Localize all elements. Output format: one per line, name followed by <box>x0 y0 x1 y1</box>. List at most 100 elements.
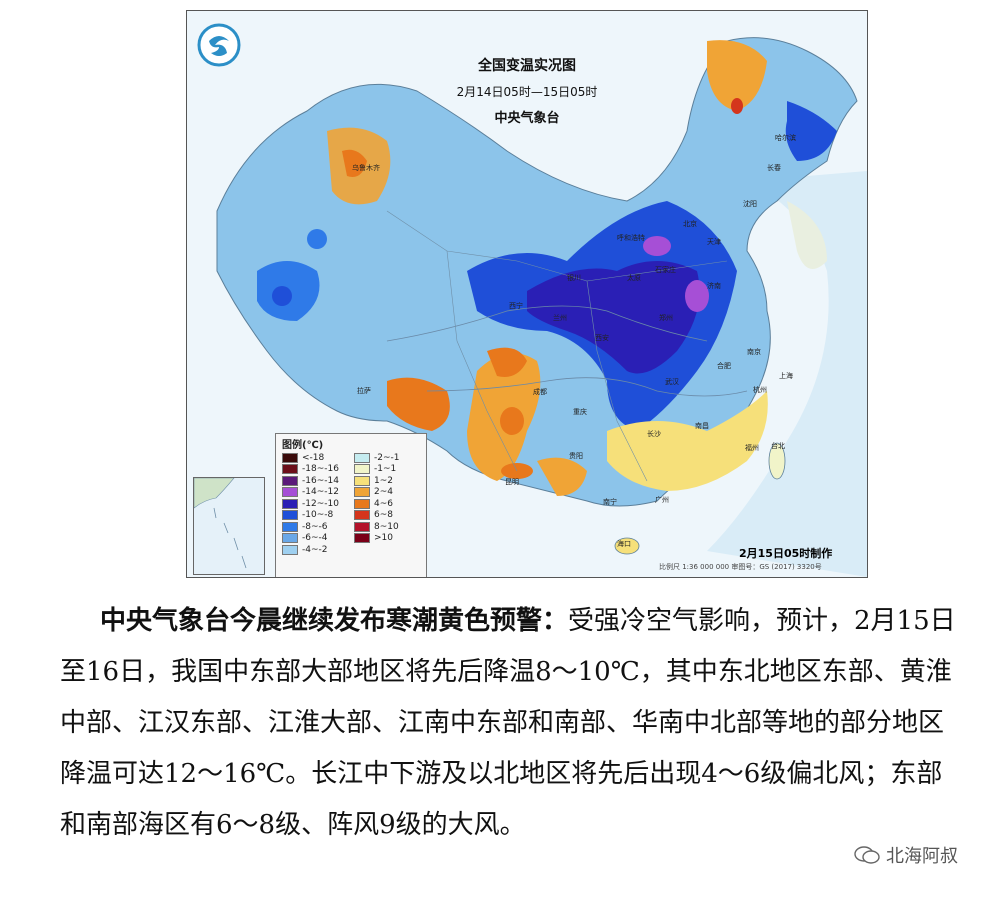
city-label: 拉萨 <box>357 387 371 395</box>
legend-item: -12~-10 <box>282 498 339 510</box>
legend-swatch <box>282 521 298 532</box>
map-issuer: 中央气象台 <box>494 111 560 126</box>
legend-label: 6~8 <box>374 510 393 521</box>
city-label: 沈阳 <box>743 200 757 208</box>
article-body: 受强冷空气影响，预计，2月15日至16日，我国中东部大部地区将先后降温8～10℃… <box>60 606 956 840</box>
temperature-change-map: 全国变温实况图 2月14日05时—15日05时 中央气象台 乌鲁木齐 拉萨 西宁… <box>186 10 868 578</box>
city-label: 天津 <box>707 238 721 246</box>
legend-label: -12~-10 <box>302 498 339 509</box>
wechat-icon <box>854 846 880 864</box>
city-label: 海口 <box>617 540 631 548</box>
legend-swatch <box>282 464 298 475</box>
map-timestamp: 2月15日05时制作 <box>739 547 833 560</box>
city-label: 石家庄 <box>655 266 676 274</box>
city-label: 太原 <box>627 274 641 282</box>
warning-article: 中央气象台今晨继续发布寒潮黄色预警：受强冷空气影响，预计，2月15日至16日，我… <box>60 596 960 851</box>
legend-label: -8~-6 <box>302 521 328 532</box>
legend-swatch <box>354 464 370 475</box>
city-label: 北京 <box>683 220 697 228</box>
city-label: 郑州 <box>659 314 673 322</box>
map-legend: 图例(℃) <-18 -18~-16 -16~-14 -14~-12 -12~-… <box>275 433 427 577</box>
city-label: 济南 <box>707 282 721 290</box>
legend-item: 6~8 <box>354 510 400 522</box>
legend-label: 1~2 <box>374 475 393 486</box>
legend-item: -18~-16 <box>282 464 339 476</box>
legend-item: -1~1 <box>354 464 400 476</box>
legend-column: -2~-1 -1~1 1~2 2~4 4~6 6~8 8~10 >10 <box>354 452 400 544</box>
legend-item: 1~2 <box>354 475 400 487</box>
city-label: 南宁 <box>603 498 617 506</box>
legend-label: 4~6 <box>374 498 393 509</box>
legend-swatch <box>354 452 370 463</box>
city-label: 南昌 <box>695 422 709 430</box>
city-label: 上海 <box>779 372 793 380</box>
legend-item: 2~4 <box>354 487 400 499</box>
watermark-text: 北海阿叔 <box>886 846 958 867</box>
legend-item: -4~-2 <box>282 544 339 556</box>
legend-label: -2~-1 <box>374 452 400 463</box>
city-label: 长沙 <box>647 430 661 438</box>
legend-label: -10~-8 <box>302 510 334 521</box>
city-label: 兰州 <box>553 314 567 322</box>
legend-swatch <box>354 533 370 544</box>
article-headline: 中央气象台今晨继续发布寒潮黄色预警： <box>100 606 569 636</box>
city-label: 南京 <box>747 348 761 356</box>
legend-item: -2~-1 <box>354 452 400 464</box>
legend-swatch <box>354 498 370 509</box>
legend-item: -10~-8 <box>282 510 339 522</box>
legend-label: >10 <box>374 533 393 544</box>
legend-item: -14~-12 <box>282 487 339 499</box>
city-label: 昆明 <box>505 478 519 486</box>
legend-swatch <box>282 487 298 498</box>
legend-item: >10 <box>354 533 400 545</box>
map-title: 全国变温实况图 <box>478 58 576 74</box>
legend-swatch <box>282 544 298 555</box>
legend-swatch <box>354 475 370 486</box>
legend-label: -14~-12 <box>302 487 339 498</box>
legend-title: 图例(℃) <box>282 440 324 451</box>
city-label: 哈尔滨 <box>775 134 796 142</box>
legend-column: <-18 -18~-16 -16~-14 -14~-12 -12~-10 -10… <box>282 452 339 556</box>
legend-swatch <box>282 510 298 521</box>
china-map-graphic <box>187 11 867 577</box>
legend-swatch <box>282 498 298 509</box>
legend-swatch <box>282 452 298 463</box>
legend-item: -16~-14 <box>282 475 339 487</box>
watermark: 北海阿叔 <box>854 842 958 868</box>
legend-label: -6~-4 <box>302 533 328 544</box>
legend-label: <-18 <box>302 452 325 463</box>
legend-swatch <box>282 475 298 486</box>
city-label: 长春 <box>767 164 781 172</box>
legend-swatch <box>282 533 298 544</box>
legend-swatch <box>354 510 370 521</box>
legend-label: 8~10 <box>374 521 399 532</box>
city-label: 杭州 <box>753 386 767 394</box>
city-label: 银川 <box>567 274 581 282</box>
legend-swatch <box>354 487 370 498</box>
city-label: 西宁 <box>509 302 523 310</box>
city-label: 乌鲁木齐 <box>352 164 380 172</box>
legend-label: -1~1 <box>374 464 397 475</box>
legend-item: 4~6 <box>354 498 400 510</box>
city-label: 贵阳 <box>569 452 583 460</box>
cma-logo-icon <box>197 23 241 67</box>
city-label: 武汉 <box>665 378 679 386</box>
city-label: 台北 <box>771 442 785 450</box>
legend-item: -6~-4 <box>282 533 339 545</box>
legend-item: -8~-6 <box>282 521 339 533</box>
legend-label: 2~4 <box>374 487 393 498</box>
city-label: 成都 <box>533 388 547 396</box>
map-scale-note: 比例尺 1:36 000 000 审图号：GS (2017) 3320号 <box>659 563 822 571</box>
south-china-sea-inset <box>193 477 265 575</box>
article-paragraph: 中央气象台今晨继续发布寒潮黄色预警：受强冷空气影响，预计，2月15日至16日，我… <box>60 596 960 851</box>
legend-label: -18~-16 <box>302 464 339 475</box>
city-label: 重庆 <box>573 408 587 416</box>
legend-item: <-18 <box>282 452 339 464</box>
map-period: 2月14日05时—15日05时 <box>456 85 598 99</box>
city-label: 福州 <box>745 444 759 452</box>
city-label: 西安 <box>595 334 609 342</box>
city-label: 广州 <box>655 496 669 504</box>
city-label: 呼和浩特 <box>617 234 645 242</box>
legend-label: -16~-14 <box>302 475 339 486</box>
legend-label: -4~-2 <box>302 544 328 555</box>
